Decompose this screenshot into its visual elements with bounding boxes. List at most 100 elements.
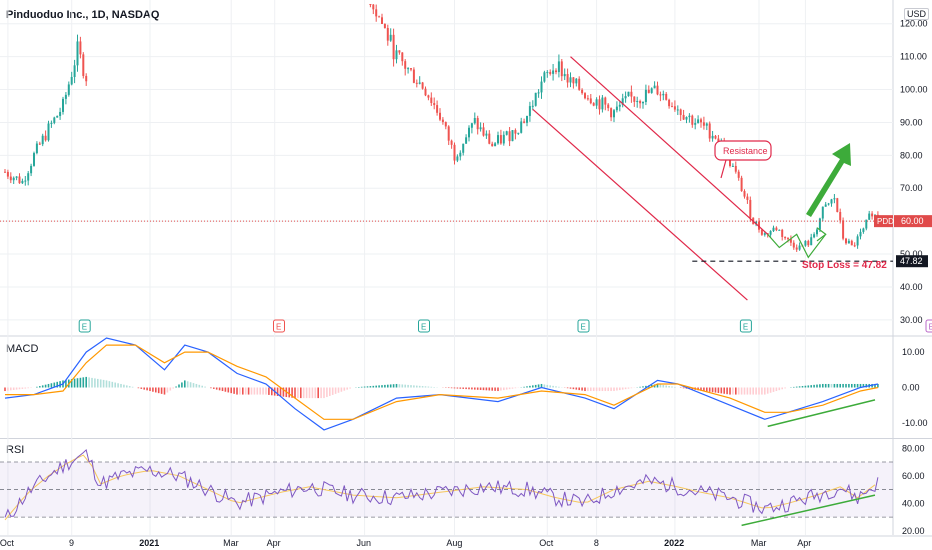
candle-body (418, 82, 421, 84)
candle-body (842, 220, 845, 239)
candle-body (369, 4, 372, 5)
candle-body (781, 229, 784, 237)
candle-body (381, 17, 383, 24)
candle-body (830, 199, 833, 204)
currency-label[interactable]: USD (904, 8, 930, 20)
candle-body (383, 23, 386, 28)
candle-body (824, 204, 827, 207)
macd-tick-label: 0.00 (902, 383, 920, 393)
candle-body (476, 118, 479, 130)
candle-body (850, 240, 853, 246)
candle-body (9, 176, 12, 181)
candle-body (656, 85, 659, 95)
candle-body (520, 121, 523, 133)
candle-body (702, 122, 705, 126)
stop-loss-tag-label: 47.82 (900, 256, 923, 266)
candle-body (668, 99, 671, 107)
candle-body (673, 106, 676, 110)
candle-body (758, 221, 760, 230)
candle-body (73, 65, 76, 77)
candle-body (76, 41, 79, 66)
candle-body (772, 227, 775, 232)
ticker-tag (874, 215, 893, 228)
ticker-tag-label: PDD (877, 217, 894, 226)
candle-body (502, 134, 505, 144)
candle-body (378, 16, 381, 18)
candle-body (540, 81, 543, 93)
candle-body (528, 106, 531, 116)
candle-body (563, 74, 566, 77)
candle-body (35, 143, 38, 154)
candle-body (56, 115, 59, 118)
candle-body (592, 103, 595, 106)
candle-body (743, 191, 746, 197)
candle-body (468, 127, 470, 138)
candle-body (621, 98, 624, 105)
candle-body (62, 98, 64, 112)
candle-body (38, 143, 41, 145)
candle-body (821, 206, 824, 219)
rsi-trendline (741, 494, 876, 527)
time-tick-label: Mar (751, 538, 767, 548)
candle-body (601, 97, 604, 110)
candle-body (650, 88, 653, 93)
macd-line (4, 337, 879, 431)
price-tick-label: 90.00 (900, 117, 923, 127)
candle-body (453, 144, 456, 161)
candle-body (473, 118, 476, 124)
candle-body (505, 131, 508, 135)
candle-body (392, 34, 395, 60)
candle-body (424, 88, 427, 96)
candle-body (560, 61, 563, 77)
candle-body (818, 218, 821, 230)
candle-body (24, 180, 27, 182)
candle-body (859, 231, 862, 237)
candle-body (653, 85, 656, 89)
candle-body (647, 89, 650, 93)
candle-body (479, 127, 482, 130)
candle-body (807, 240, 810, 246)
candle-body (50, 122, 53, 124)
candle-body (610, 108, 613, 118)
last-price-label: 60.00 (901, 216, 924, 226)
candle-body (688, 115, 691, 118)
chart-title: Pinduoduo Inc., 1D, NASDAQ (6, 9, 160, 21)
earnings-icon (418, 319, 430, 333)
candle-body (386, 27, 389, 41)
candle-body (671, 106, 673, 108)
candle-body (395, 50, 398, 60)
price-tick-label: 70.00 (900, 183, 923, 193)
candle-body (372, 4, 375, 10)
candle-body (557, 61, 560, 73)
candle-body (546, 72, 549, 74)
candle-body (44, 135, 47, 141)
candle-body (749, 199, 752, 218)
time-tick-label: Apr (797, 538, 811, 548)
candle-body (488, 133, 491, 144)
candle-body (659, 94, 662, 96)
candle-body (639, 100, 642, 104)
candle-body (511, 130, 514, 142)
price-tick-label: 30.00 (900, 315, 923, 325)
candle-body (537, 92, 540, 94)
bullish-arrow-icon (806, 143, 851, 217)
earnings-icon (78, 319, 91, 333)
candle-body (398, 50, 401, 53)
channel-lower (532, 108, 748, 301)
rsi-tick-label: 20.00 (902, 526, 925, 536)
candle-body (636, 100, 639, 102)
candle-body (82, 54, 85, 76)
price-tick-label: 100.00 (900, 85, 928, 95)
rsi-tick-label: 80.00 (902, 443, 925, 453)
time-tick-label: Aug (446, 538, 462, 548)
candle-body (836, 198, 839, 212)
candle-body (662, 93, 665, 96)
price-tick-label: 80.00 (900, 150, 923, 160)
candle-body (30, 165, 33, 174)
candle-body (430, 97, 433, 104)
candle-body (410, 68, 412, 70)
candle-body (523, 121, 526, 123)
rsi-tick-label: 60.00 (902, 471, 925, 481)
